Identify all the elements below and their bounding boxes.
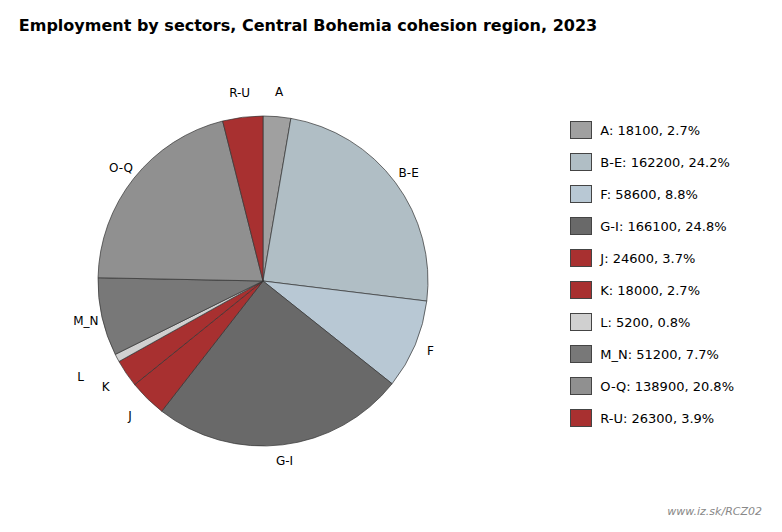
svg-text:L: L xyxy=(77,370,84,384)
html-text:K: 18000, 2.7%: K: 18000, 2.7% xyxy=(600,282,700,298)
svg-text:O-Q: O-Q xyxy=(109,161,133,175)
html-text:R-U: 26300, 3.9%: R-U: 26300, 3.9% xyxy=(600,410,715,426)
svg-text:A: A xyxy=(275,85,284,99)
html-text:J: 24600, 3.7%: J: 24600, 3.7% xyxy=(600,250,696,266)
html-text:O-Q: 138900, 20.8%: O-Q: 138900, 20.8% xyxy=(600,378,734,394)
html-text:F: 58600, 8.8%: F: 58600, 8.8% xyxy=(600,186,698,202)
html-text:Employment by sectors, Central: Employment by sectors, Central Bohemia c… xyxy=(18,16,598,35)
svg-text:F: F xyxy=(427,344,434,358)
html-text:M_N: 51200, 7.7%: M_N: 51200, 7.7% xyxy=(600,346,719,362)
html-text:www.iz.sk/RCZ02: www.iz.sk/RCZ02 xyxy=(667,505,762,518)
html-text:L: 5200, 0.8%: L: 5200, 0.8% xyxy=(600,314,691,330)
svg-text:J: J xyxy=(127,409,132,423)
html-text:B-E: 162200, 24.2%: B-E: 162200, 24.2% xyxy=(600,154,730,170)
html-text:G-I: 166100, 24.8%: G-I: 166100, 24.8% xyxy=(600,218,727,234)
svg-text:B-E: B-E xyxy=(399,166,419,180)
svg-text:R-U: R-U xyxy=(229,86,250,100)
svg-text:M_N: M_N xyxy=(73,314,98,328)
html-text:A: 18100, 2.7%: A: 18100, 2.7% xyxy=(600,122,701,138)
svg-text:K: K xyxy=(102,380,111,394)
svg-text:G-I: G-I xyxy=(276,454,293,468)
